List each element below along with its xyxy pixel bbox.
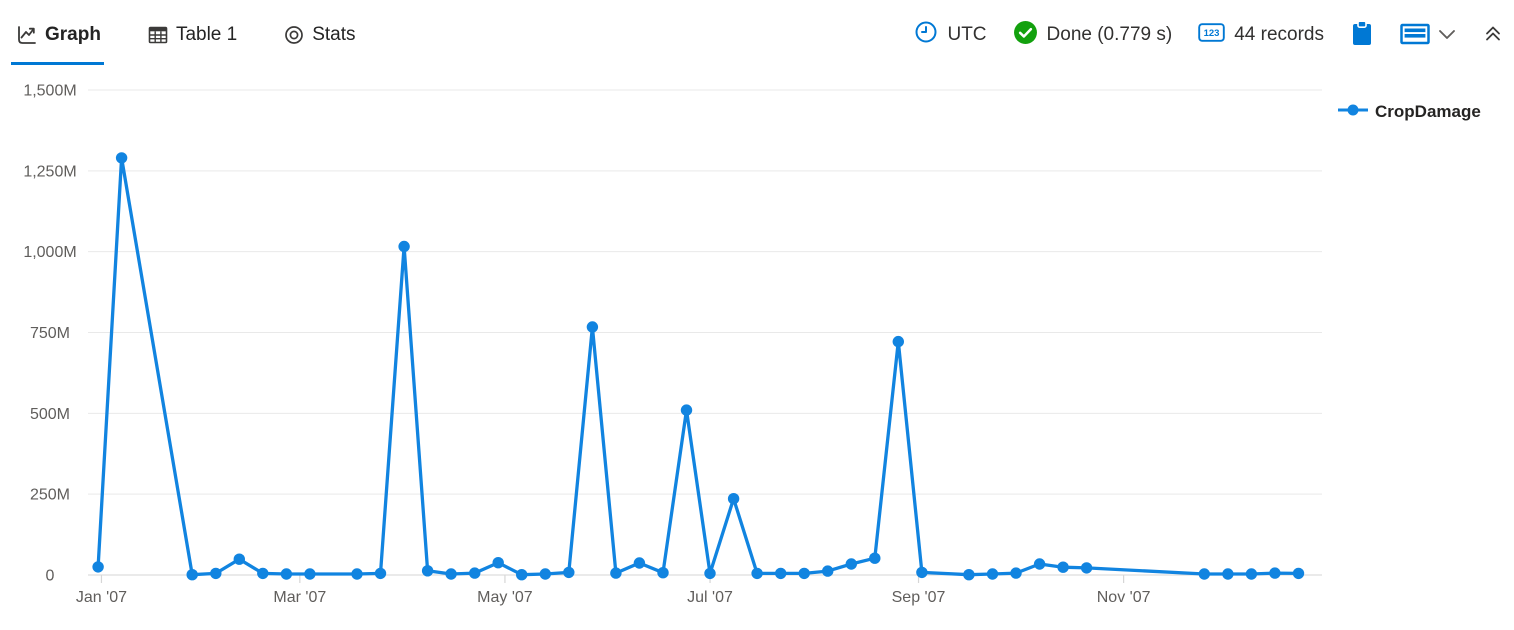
x-axis-label: Nov '07 <box>1097 589 1151 606</box>
data-point[interactable] <box>115 152 128 164</box>
data-point[interactable] <box>445 568 457 580</box>
record-count: 123 44 records <box>1198 22 1324 48</box>
data-point[interactable] <box>657 567 669 579</box>
clipboard-icon <box>1350 20 1374 50</box>
data-point[interactable] <box>986 568 999 580</box>
query-status-label: Done (0.779 s) <box>1046 24 1173 45</box>
numbers-badge-icon: 123 <box>1198 22 1225 48</box>
y-axis-label: 500M <box>30 406 70 423</box>
data-point[interactable] <box>469 567 481 579</box>
data-point[interactable] <box>539 568 551 580</box>
x-axis-label: Jul '07 <box>687 589 733 606</box>
data-point[interactable] <box>92 561 104 573</box>
layout-rows-icon <box>1400 23 1430 48</box>
numbers-badge-text: 123 <box>1204 28 1220 39</box>
data-point[interactable] <box>374 567 387 580</box>
data-point[interactable] <box>398 240 410 253</box>
tab-table-1[interactable]: Table 1 <box>145 0 239 70</box>
data-point[interactable] <box>280 568 293 580</box>
x-axis-label: Sep '07 <box>892 589 946 606</box>
data-point[interactable] <box>680 404 693 416</box>
data-point[interactable] <box>586 321 599 333</box>
y-axis-label: 0 <box>46 568 55 585</box>
data-point[interactable] <box>610 567 622 579</box>
data-point[interactable] <box>351 568 363 580</box>
x-axis-label: Mar '07 <box>273 589 326 606</box>
data-point[interactable] <box>1057 561 1069 573</box>
y-axis-label: 1,500M <box>23 83 76 100</box>
tab-table-1-label: Table 1 <box>175 24 238 45</box>
legend-label: CropDamage <box>1375 102 1481 121</box>
tab-stats-label: Stats <box>312 24 356 45</box>
view-layout-button[interactable] <box>1400 23 1458 48</box>
data-point[interactable] <box>516 569 528 581</box>
data-point[interactable] <box>421 565 434 577</box>
data-point[interactable] <box>1080 562 1093 574</box>
clock-icon <box>914 20 938 50</box>
copy-results-button[interactable] <box>1350 20 1374 50</box>
data-point[interactable] <box>1292 567 1305 580</box>
data-point[interactable] <box>186 569 198 581</box>
table-icon <box>147 24 169 46</box>
data-point[interactable] <box>751 567 763 580</box>
data-point[interactable] <box>892 335 904 348</box>
line-chart-icon <box>16 24 38 46</box>
record-count-label: 44 records <box>1234 24 1324 45</box>
y-axis-label: 750M <box>30 325 70 342</box>
chart-area: 0 250M 500M 750M 1,000M 1,250M 1,500M Jan '07 Ma… <box>0 70 1514 630</box>
data-point[interactable] <box>916 566 928 579</box>
series-marker-icon <box>1338 103 1368 122</box>
query-status: Done (0.779 s) <box>1013 20 1173 51</box>
data-point[interactable] <box>1245 568 1258 580</box>
y-axis-label: 250M <box>30 487 70 504</box>
data-point[interactable] <box>210 567 222 580</box>
stats-donut-icon <box>283 24 305 46</box>
success-check-icon <box>1013 20 1038 51</box>
data-point[interactable] <box>492 557 504 569</box>
results-header: Graph Table 1 <box>0 0 1514 70</box>
data-point[interactable] <box>257 567 269 580</box>
status-toolbar: UTC Done (0.779 s) 123 <box>914 20 1502 51</box>
tab-stats[interactable]: Stats <box>281 0 357 70</box>
x-axis-label: May '07 <box>477 589 533 606</box>
data-point[interactable] <box>1010 567 1022 579</box>
collapse-panel-button[interactable] <box>1484 23 1502 47</box>
chevron-down-icon <box>1436 23 1458 48</box>
data-point[interactable] <box>233 553 245 565</box>
data-point[interactable] <box>845 558 857 570</box>
data-point[interactable] <box>304 568 316 580</box>
series-line <box>96 156 1301 577</box>
y-axis-label: 1,000M <box>23 244 76 261</box>
data-point[interactable] <box>869 552 881 564</box>
result-tabs: Graph Table 1 <box>11 0 400 70</box>
y-axis-label: 1,250M <box>23 163 76 180</box>
double-chevron-up-icon <box>1484 23 1502 47</box>
data-point[interactable] <box>1033 558 1046 570</box>
timezone-selector[interactable]: UTC <box>914 20 987 50</box>
data-point[interactable] <box>798 567 810 580</box>
legend-item-cropdamage[interactable]: CropDamage <box>1338 102 1481 122</box>
data-point[interactable] <box>775 567 787 580</box>
timezone-label: UTC <box>947 24 987 45</box>
cropdamage-line-chart: 0 250M 500M 750M 1,000M 1,250M 1,500M Jan '07 Ma… <box>23 83 1322 606</box>
data-point[interactable] <box>1222 568 1234 580</box>
data-point[interactable] <box>727 493 740 505</box>
data-point[interactable] <box>1198 568 1211 580</box>
data-point[interactable] <box>822 565 834 577</box>
data-point[interactable] <box>633 557 646 569</box>
chart-legend: CropDamage <box>1338 102 1481 122</box>
data-point[interactable] <box>1269 567 1281 579</box>
data-point[interactable] <box>563 566 575 579</box>
data-point[interactable] <box>704 567 716 580</box>
tab-graph[interactable]: Graph <box>11 0 104 70</box>
data-point[interactable] <box>963 569 975 581</box>
tab-graph-label: Graph <box>45 24 101 45</box>
x-axis-label: Jan '07 <box>76 589 127 606</box>
